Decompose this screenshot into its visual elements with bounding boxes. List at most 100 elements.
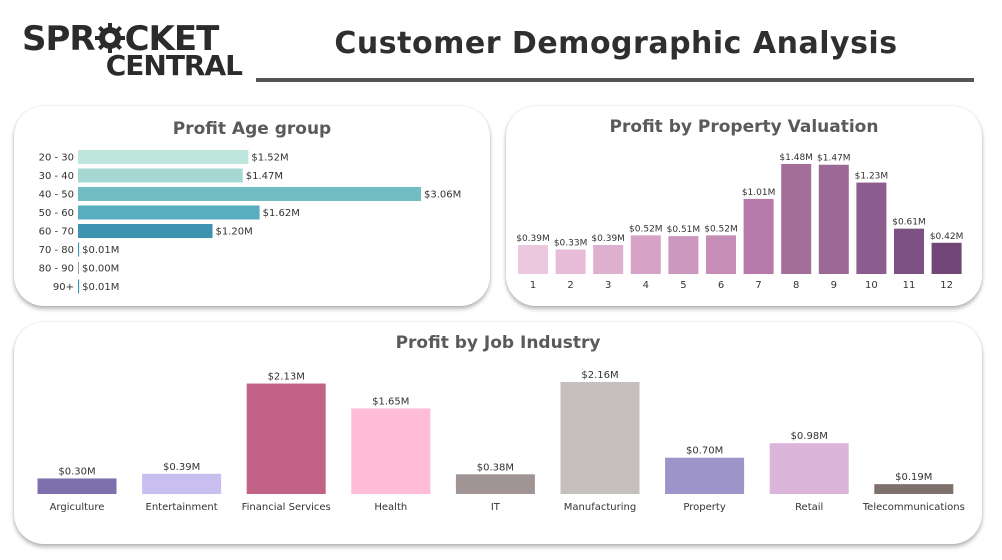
industry-tick-label: Entertainment	[146, 502, 218, 513]
property-bar	[630, 235, 661, 274]
property-tick-label: 11	[903, 280, 916, 291]
property-data-label: $1.23M	[855, 172, 889, 182]
age-data-label: $1.20M	[216, 227, 253, 238]
industry-data-label: $0.98M	[791, 431, 828, 442]
property-tick-label: 6	[718, 280, 724, 291]
industry-bar	[455, 474, 535, 494]
age-tick-label: 50 - 60	[39, 208, 74, 219]
property-data-label: $0.39M	[516, 234, 550, 244]
property-bar	[518, 245, 548, 274]
industry-bar	[769, 443, 849, 494]
profit-job-industry-title: Profit by Job Industry	[395, 333, 601, 353]
property-bar	[555, 249, 586, 274]
property-data-label: $0.39M	[591, 234, 625, 244]
industry-tick-label: Property	[683, 502, 725, 513]
property-bar	[593, 245, 624, 274]
age-bar	[78, 187, 421, 201]
property-tick-label: 12	[940, 280, 953, 291]
industry-bar	[665, 457, 745, 494]
age-data-label: $1.62M	[263, 208, 300, 219]
industry-bar	[874, 484, 954, 494]
logo-text-spr: SPR	[22, 19, 96, 59]
property-bar	[931, 242, 962, 274]
age-tick-label: 70 - 80	[39, 245, 74, 256]
industry-tick-label: Manufacturing	[564, 502, 636, 513]
industry-tick-label: IT	[491, 502, 501, 513]
property-tick-label: 4	[643, 280, 649, 291]
property-bar	[818, 164, 849, 274]
profit-property-valuation-card: Profit by Property Valuation $0.39M 1 $0.3…	[506, 106, 982, 306]
title-underline	[256, 78, 974, 82]
industry-data-label: $2.16M	[581, 370, 618, 381]
property-data-label: $1.01M	[742, 188, 776, 198]
profit-age-group-title: Profit Age group	[172, 119, 332, 139]
property-data-label: $0.33M	[554, 238, 588, 248]
age-data-label: $1.47M	[246, 171, 283, 182]
property-tick-label: 7	[755, 280, 761, 291]
industry-data-label: $0.70M	[686, 446, 723, 457]
property-tick-label: 1	[530, 280, 536, 291]
industry-bar	[142, 473, 222, 494]
property-tick-label: 10	[865, 280, 878, 291]
industry-bar	[560, 382, 640, 494]
industry-bar	[351, 408, 431, 494]
age-tick-label: 40 - 50	[39, 190, 74, 201]
dashboard-title: Customer Demographic Analysis	[334, 26, 898, 61]
profit-age-group-chart: 20 - 30 $1.52M 30 - 40 $1.47M 40 - 50 $3.06M 5…	[39, 150, 461, 294]
property-tick-label: 2	[567, 280, 573, 291]
logo-text-cket: CKET	[124, 19, 220, 59]
profit-age-group-card: Profit Age group 20 - 30 $1.52M 30 - 40 $1.…	[14, 106, 490, 306]
property-data-label: $0.52M	[704, 224, 738, 234]
profit-job-industry-card: Profit by Job Industry $0.30M Argiculture…	[14, 322, 982, 544]
profit-property-valuation-chart: $0.39M 1 $0.33M 2 $0.39M 3 $0.52M 4 $0.51M 5 $0.52…	[516, 153, 964, 291]
sprocket-central-logo: SPR CKET CENTRAL	[22, 22, 244, 82]
age-data-label: $0.01M	[82, 282, 119, 293]
property-tick-label: 8	[793, 280, 799, 291]
industry-data-label: $0.38M	[477, 462, 514, 473]
property-bar	[856, 182, 887, 274]
age-data-label: $3.06M	[424, 190, 461, 201]
industry-data-label: $0.30M	[58, 466, 95, 477]
property-bar	[743, 198, 774, 274]
sprocket-gear-icon	[94, 23, 125, 53]
property-data-label: $0.51M	[667, 225, 701, 235]
industry-tick-label: Financial Services	[242, 502, 331, 513]
industry-data-label: $1.65M	[372, 396, 409, 407]
property-bar	[781, 164, 812, 274]
age-bar	[78, 242, 80, 257]
logo-line2: CENTRAL	[105, 49, 243, 82]
property-bar	[668, 236, 699, 274]
age-tick-label: 90+	[53, 282, 74, 293]
age-bar	[78, 168, 243, 183]
industry-data-label: $0.19M	[895, 472, 932, 483]
property-data-label: $1.48M	[779, 153, 813, 163]
profit-job-industry-chart: $0.30M Argiculture $0.39M Entertainment $2.1…	[37, 370, 965, 513]
industry-tick-label: Argiculture	[50, 502, 105, 513]
industry-bar	[246, 383, 326, 494]
industry-tick-label: Health	[374, 502, 407, 513]
industry-bar	[37, 478, 117, 494]
age-tick-label: 80 - 90	[39, 264, 74, 275]
property-data-label: $0.52M	[629, 224, 663, 234]
property-tick-label: 5	[680, 280, 686, 291]
industry-data-label: $0.39M	[163, 462, 200, 473]
age-bar	[78, 150, 249, 164]
age-tick-label: 60 - 70	[39, 227, 74, 238]
property-tick-label: 3	[605, 280, 611, 291]
property-bar	[894, 228, 924, 274]
age-bar	[78, 224, 213, 238]
age-tick-label: 20 - 30	[39, 153, 74, 164]
logo-line1: SPR CKET	[22, 19, 220, 59]
age-bar	[78, 205, 260, 220]
profit-property-valuation-title: Profit by Property Valuation	[609, 117, 879, 137]
industry-tick-label: Retail	[795, 502, 823, 513]
age-data-label: $0.00M	[82, 264, 119, 275]
age-bar	[78, 279, 80, 294]
property-data-label: $0.42M	[930, 232, 964, 242]
industry-tick-label: Telecommunications	[862, 502, 965, 513]
age-data-label: $0.01M	[82, 245, 119, 256]
property-data-label: $0.61M	[892, 218, 926, 228]
industry-data-label: $2.13M	[268, 372, 305, 383]
property-bar	[706, 235, 736, 274]
property-tick-label: 9	[831, 280, 837, 291]
